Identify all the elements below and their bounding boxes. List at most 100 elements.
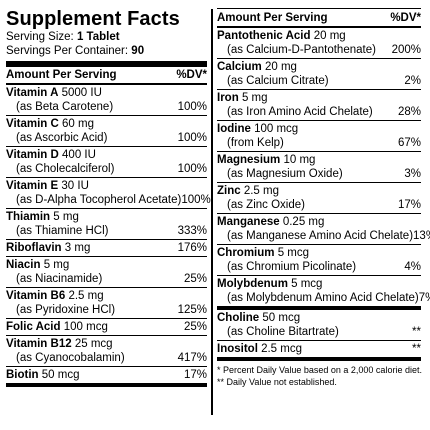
servings-per-container: Servings Per Container: 90 xyxy=(6,44,207,58)
nutrient-source: (as Calcium-D-Pantothenate) xyxy=(227,44,376,56)
nutrient-name: Iron xyxy=(217,92,239,104)
nutrient-dv: 7% xyxy=(418,292,430,304)
nutrient-label: Molybdenum 5 mcg xyxy=(217,277,322,291)
nutrient-label: Riboflavin 3 mg xyxy=(6,241,90,255)
footnote-2: ** Daily Value not established. xyxy=(217,377,337,387)
nutrient-amount: 20 mg xyxy=(264,61,297,73)
nutrient-amount: 25 mcg xyxy=(74,338,113,350)
nutrient-dv: 100% xyxy=(177,132,207,144)
nutrient-amount: 5 mcg xyxy=(291,278,323,290)
nutrient-row: Zinc 2.5 mg (as Zinc Oxide) 17% xyxy=(217,183,421,214)
nutrient-label: Calcium 20 mg xyxy=(217,60,297,74)
header-dv: %DV* xyxy=(176,69,207,81)
panel-title: Supplement Facts xyxy=(6,8,180,30)
nutrient-amount: 100 mcg xyxy=(254,123,299,135)
nutrient-row: Chromium 5 mcg (as Chromium Picolinate) 4% xyxy=(217,245,421,276)
nutrient-amount: 100 mcg xyxy=(63,321,108,333)
nutrient-label: Vitamin A 5000 IU xyxy=(6,86,102,100)
nutrient-row: Molybdenum 5 mcg (as Molybdenum Amino Aci… xyxy=(217,276,430,310)
nutrient-name: Chromium xyxy=(217,247,275,259)
nutrient-label: Inositol 2.5 mcg xyxy=(217,342,302,356)
nutrient-row: Vitamin B12 25 mcg (as Cyanocobalamin) 417… xyxy=(6,336,207,367)
header-amount: Amount Per Serving xyxy=(217,12,328,24)
nutrient-dv: 28% xyxy=(397,106,421,118)
nutrient-amount: 5 mg xyxy=(53,211,79,223)
nutrient-name: Thiamin xyxy=(6,211,51,223)
nutrient-dv: 125% xyxy=(177,304,207,316)
nutrient-amount: 10 mg xyxy=(283,154,316,166)
nutrient-dv: 4% xyxy=(404,261,421,273)
nutrient-source: (as Thiamine HCl) xyxy=(16,225,109,237)
right-nutrient-list: Pantothenic Acid 20 mg (as Calcium-D-Pant… xyxy=(217,28,430,310)
nutrient-row: Vitamin E 30 IU (as D-Alpha Tocopherol Ac… xyxy=(6,178,211,209)
nutrient-row: Iodine 100 mcg (from Kelp) 67% xyxy=(217,121,421,152)
nutrient-amount: 60 mg xyxy=(62,118,94,130)
right-header-row: Amount Per Serving %DV* xyxy=(217,8,421,28)
nutrient-label: Iodine 100 mcg xyxy=(217,122,298,136)
nutrient-source: (as Pyridoxine HCl) xyxy=(16,304,116,316)
nutrient-name: Vitamin E xyxy=(6,180,59,192)
nutrient-source: (as Beta Carotene) xyxy=(16,101,114,113)
nutrient-label: Iron 5 mg xyxy=(217,91,268,105)
nutrient-name: Manganese xyxy=(217,216,280,228)
header-amount: Amount Per Serving xyxy=(6,69,117,81)
nutrient-source: (as Manganese Amino Acid Chelate) xyxy=(227,230,414,242)
nutrient-row: Inositol 2.5 mcg ** xyxy=(217,341,421,361)
column-divider xyxy=(211,9,213,415)
thick-rule xyxy=(6,61,207,67)
nutrient-label: Vitamin B6 2.5 mg xyxy=(6,289,104,303)
nutrient-source: (as Magnesium Oxide) xyxy=(227,168,343,180)
left-header-row: Amount Per Serving %DV* xyxy=(6,67,207,85)
nutrient-amount: 400 IU xyxy=(62,149,96,161)
nutrient-amount: 50 mcg xyxy=(41,369,80,381)
nutrient-amount: 2.5 mg xyxy=(243,185,280,197)
nutrient-dv: ** xyxy=(412,343,421,355)
serving-size: Serving Size: 1 Tablet xyxy=(6,30,207,44)
servings-value: 90 xyxy=(131,45,145,57)
nutrient-row: Calcium 20 mg (as Calcium Citrate) 2% xyxy=(217,59,421,90)
nutrient-name: Choline xyxy=(217,312,260,324)
nutrient-amount: 0.25 mg xyxy=(282,216,325,228)
nutrient-label: Pantothenic Acid 20 mg xyxy=(217,29,346,43)
nutrient-name: Pantothenic Acid xyxy=(217,30,311,42)
nutrient-label: Vitamin B12 25 mcg xyxy=(6,337,113,351)
nutrient-label: Manganese 0.25 mg xyxy=(217,215,324,229)
nutrient-dv: 2% xyxy=(404,75,421,87)
nutrient-label: Vitamin D 400 IU xyxy=(6,148,96,162)
nutrient-row: Manganese 0.25 mg (as Manganese Amino Aci… xyxy=(217,214,430,245)
nutrient-dv: 176% xyxy=(177,242,207,254)
nutrient-dv: 3% xyxy=(404,168,421,180)
nutrient-name: Niacin xyxy=(6,259,41,271)
nutrient-amount: 2.5 mg xyxy=(68,290,104,302)
right-column: Amount Per Serving %DV* Pantothenic Acid… xyxy=(217,8,430,388)
nutrient-amount: 50 mcg xyxy=(262,312,301,324)
nutrient-row: Biotin 50 mcg 17% xyxy=(6,367,207,387)
nutrient-amount: 3 mg xyxy=(64,242,91,254)
nutrient-label: Vitamin C 60 mg xyxy=(6,117,94,131)
nutrient-row: Vitamin D 400 IU (as Cholecalciferol) 100% xyxy=(6,147,207,178)
nutrient-name: Folic Acid xyxy=(6,321,61,333)
nutrient-row: Riboflavin 3 mg 176% xyxy=(6,240,207,257)
nutrient-amount: 5000 IU xyxy=(61,87,102,99)
nutrient-row: Vitamin B6 2.5 mg (as Pyridoxine HCl) 125% xyxy=(6,288,207,319)
nutrient-name: Vitamin A xyxy=(6,87,59,99)
nutrient-name: Zinc xyxy=(217,185,241,197)
nutrient-dv: 13% xyxy=(413,230,430,242)
nutrient-dv: ** xyxy=(412,326,421,338)
left-column: Supplement Facts Serving Size: 1 Tablet … xyxy=(6,8,211,387)
nutrient-label: Chromium 5 mcg xyxy=(217,246,309,260)
nutrient-source: (from Kelp) xyxy=(227,137,284,149)
nutrient-dv: 100% xyxy=(181,194,211,206)
nutrient-row: Pantothenic Acid 20 mg (as Calcium-D-Pant… xyxy=(217,28,421,59)
footnote-1: * Percent Daily Value based on a 2,000 c… xyxy=(217,365,422,375)
nutrient-amount: 20 mg xyxy=(313,30,346,42)
nutrient-name: Vitamin B6 xyxy=(6,290,66,302)
nutrient-source: (as Niacinamide) xyxy=(16,273,103,285)
nutrient-name: Molybdenum xyxy=(217,278,288,290)
nutrient-dv: 333% xyxy=(177,225,207,237)
left-nutrient-list: Vitamin A 5000 IU (as Beta Carotene) 100% V… xyxy=(6,85,211,387)
nutrient-name: Magnesium xyxy=(217,154,281,166)
nutrient-source: (as Chromium Picolinate) xyxy=(227,261,357,273)
nutrient-amount: 5 mcg xyxy=(277,247,310,259)
